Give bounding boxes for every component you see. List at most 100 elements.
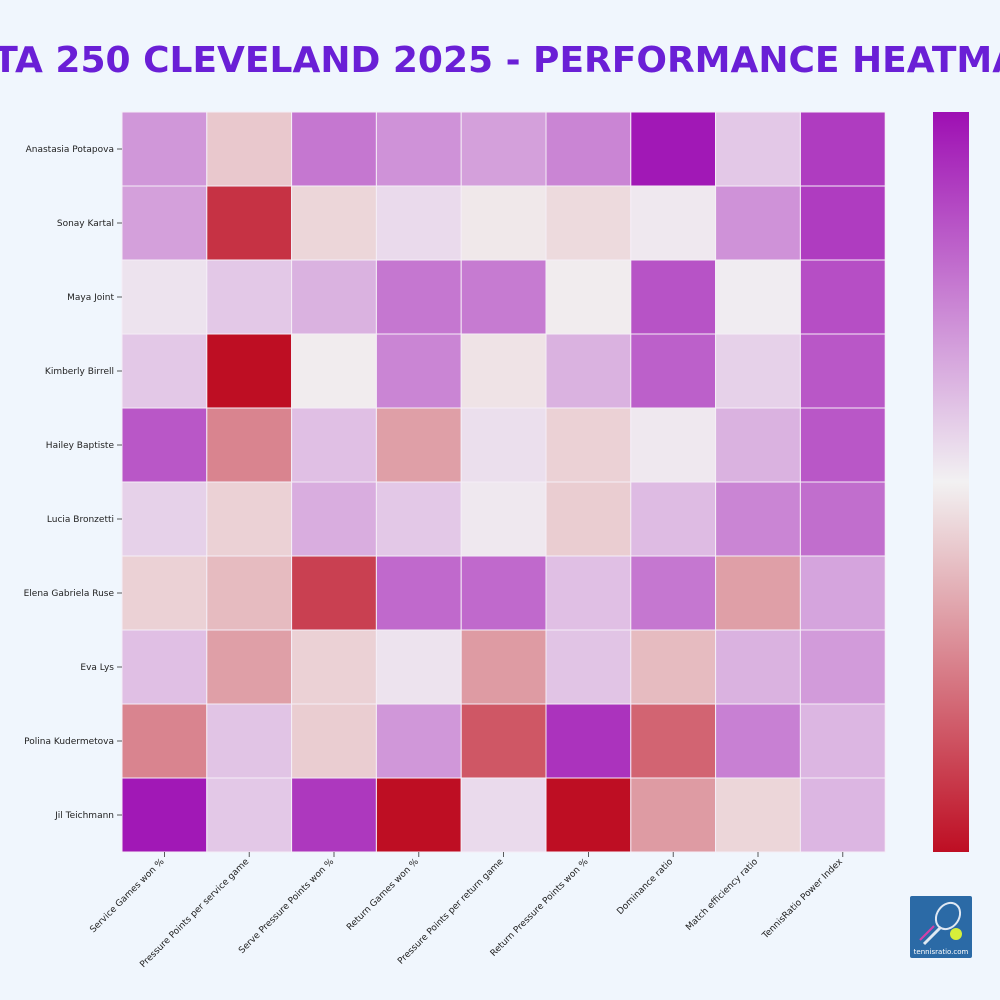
heatmap-cell <box>715 259 801 335</box>
heatmap-cell <box>460 777 547 853</box>
heatmap-cell <box>460 703 547 779</box>
heatmap-cell <box>630 703 717 779</box>
heatmap-cell <box>375 703 462 779</box>
column-label: Return Pressure Points won % <box>489 857 591 959</box>
heatmap-cell <box>799 111 886 187</box>
heatmap-cell <box>715 555 801 631</box>
heatmap-cell <box>545 703 632 779</box>
heatmap-cell <box>375 259 462 335</box>
column-label: Service Games won % <box>88 857 166 935</box>
row-label: Eva Lys <box>80 663 114 673</box>
heatmap-cell <box>460 333 547 409</box>
heatmap-cell <box>121 703 208 779</box>
heatmap-cell <box>799 703 886 779</box>
heatmap-cell <box>206 185 293 261</box>
row-label: Jil Teichmann <box>54 811 114 821</box>
heatmap-cell <box>121 629 208 705</box>
heatmap-cell <box>291 555 377 631</box>
heatmap-cell <box>460 555 547 631</box>
heatmap-cell <box>121 111 208 187</box>
heatmap-cell <box>545 629 632 705</box>
heatmap-cells <box>121 111 886 853</box>
heatmap-cell <box>545 111 632 187</box>
heatmap-cell <box>630 629 717 705</box>
tennisratio-logo: tennisratio.com <box>910 896 972 958</box>
heatmap-cell <box>799 777 886 853</box>
heatmap-cell <box>630 481 717 557</box>
row-label: Elena Gabriela Ruse <box>24 589 115 599</box>
heatmap-cell <box>375 777 462 853</box>
heatmap-cell <box>375 481 462 557</box>
heatmap-cell <box>545 185 632 261</box>
heatmap-cell <box>630 185 717 261</box>
column-label: Dominance ratio <box>615 857 675 917</box>
heatmap-cell <box>630 333 717 409</box>
heatmap-cell <box>375 111 462 187</box>
heatmap-cell <box>291 407 377 483</box>
heatmap-cell <box>715 777 801 853</box>
heatmap-cell <box>375 407 462 483</box>
row-label: Polina Kudermetova <box>24 737 114 747</box>
heatmap-cell <box>121 259 208 335</box>
heatmap-cell <box>715 481 801 557</box>
heatmap-cell <box>291 629 377 705</box>
row-labels: Anastasia Potapova Sonay Kartal Maya Joint… <box>24 145 122 821</box>
column-label: Return Games won % <box>345 857 421 933</box>
heatmap-cell <box>545 259 632 335</box>
heatmap-cell <box>799 185 886 261</box>
row-label: Maya Joint <box>67 293 114 303</box>
column-label: TennisRatio Power Index <box>760 857 845 942</box>
heatmap-cell <box>715 111 801 187</box>
heatmap-cell <box>460 111 547 187</box>
heatmap-cell <box>630 259 717 335</box>
heatmap-cell <box>206 555 293 631</box>
heatmap-cell <box>715 185 801 261</box>
row-label: Sonay Kartal <box>57 219 114 229</box>
heatmap-cell <box>545 555 632 631</box>
heatmap-cell <box>630 407 717 483</box>
heatmap-cell <box>291 703 377 779</box>
heatmap-cell <box>630 555 717 631</box>
heatmap-cell <box>206 777 293 853</box>
heatmap-cell <box>121 185 208 261</box>
heatmap-cell <box>799 629 886 705</box>
racket-ball-icon <box>919 901 962 946</box>
row-label: Anastasia Potapova <box>26 145 114 155</box>
heatmap-cell <box>799 407 886 483</box>
heatmap-cell <box>375 555 462 631</box>
heatmap-cell <box>291 777 377 853</box>
heatmap-cell <box>715 407 801 483</box>
heatmap-cell <box>291 111 377 187</box>
heatmap-cell <box>460 407 547 483</box>
heatmap-cell <box>291 259 377 335</box>
heatmap-cell <box>121 481 208 557</box>
heatmap-cell <box>291 185 377 261</box>
heatmap-cell <box>545 777 632 853</box>
heatmap-cell <box>545 481 632 557</box>
heatmap-cell <box>291 481 377 557</box>
heatmap-cell <box>715 333 801 409</box>
heatmap-cell <box>291 333 377 409</box>
logo-text: tennisratio.com <box>913 948 969 956</box>
heatmap-cell <box>630 111 717 187</box>
heatmap-cell <box>206 259 293 335</box>
heatmap-cell <box>375 629 462 705</box>
column-label: Match efficiency ratio <box>684 857 760 933</box>
heatmap-cell <box>206 111 293 187</box>
heatmap-cell <box>715 629 801 705</box>
column-label: Serve Pressure Points won % <box>237 857 336 956</box>
heatmap-cell <box>460 259 547 335</box>
heatmap-cell <box>799 555 886 631</box>
row-label: Hailey Baptiste <box>46 441 115 451</box>
heatmap-cell <box>715 703 801 779</box>
heatmap-cell <box>630 777 717 853</box>
heatmap-cell <box>460 185 547 261</box>
chart-title: WTA 250 CLEVELAND 2025 - PERFORMANCE HEA… <box>0 40 1000 81</box>
row-label: Lucia Bronzetti <box>47 515 114 525</box>
heatmap-cell <box>206 407 293 483</box>
heatmap-cell <box>121 333 208 409</box>
heatmap-cell <box>121 555 208 631</box>
heatmap-cell <box>121 407 208 483</box>
row-label: Kimberly Birrell <box>45 367 114 377</box>
